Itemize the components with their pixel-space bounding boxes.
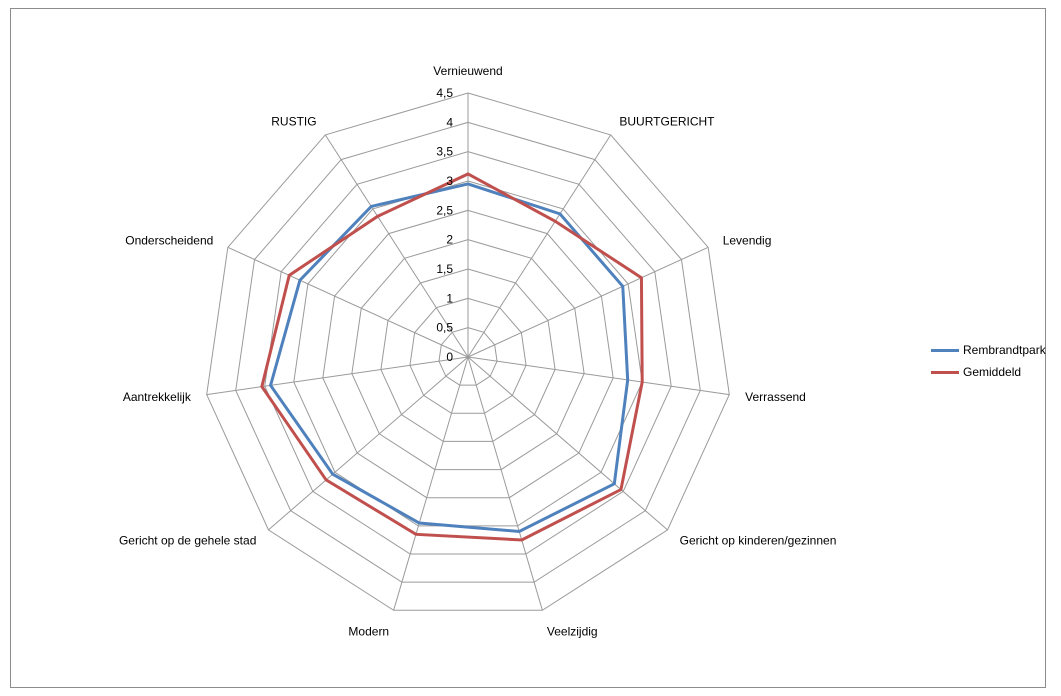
- spoke: [467, 356, 730, 396]
- spoke: [227, 246, 469, 358]
- category-label: Gericht op kinderen/gezinnen: [680, 533, 837, 547]
- spoke: [324, 134, 469, 358]
- tick-label: 1: [446, 291, 453, 305]
- category-label: Levendig: [723, 234, 772, 248]
- radar-tick-labels: 0 0,5 1 1,5 2 2,5 3 3,5 4 4,5: [436, 86, 453, 364]
- spoke: [467, 134, 612, 358]
- tick-label: 0,5: [436, 321, 453, 335]
- legend-item-gemiddeld: Gemiddeld: [931, 361, 1046, 383]
- category-label: Vernieuwend: [433, 64, 502, 78]
- grid-ring: [380, 268, 556, 442]
- radar-spokes: [206, 93, 730, 611]
- tick-label: 1,5: [436, 262, 453, 276]
- grid-ring: [206, 92, 730, 611]
- spoke: [467, 356, 543, 611]
- grid-ring: [351, 239, 585, 471]
- category-label: Gericht op de gehele stad: [119, 533, 256, 547]
- legend-item-rembrandtpark: Rembrandtpark: [931, 339, 1046, 361]
- grid-ring: [264, 151, 672, 555]
- category-label: Veelzijdig: [547, 625, 598, 639]
- grid-ring: [409, 297, 527, 414]
- category-label: RUSTIG: [271, 114, 316, 128]
- grid-ring: [438, 327, 498, 386]
- tick-label: 2,5: [436, 203, 453, 217]
- series-line-gemiddeld: [260, 172, 644, 542]
- legend: Rembrandtpark Gemiddeld: [931, 339, 1046, 383]
- radar-category-labels: Vernieuwend BUURTGERICHT Levendig Verrassen…: [119, 64, 836, 639]
- legend-label: Gemiddeld: [963, 365, 1022, 379]
- radar-series: [260, 172, 644, 542]
- tick-label: 4: [446, 115, 453, 129]
- category-label: Onderscheidend: [125, 234, 213, 248]
- tick-label: 2: [446, 233, 453, 247]
- legend-label: Rembrandtpark: [963, 343, 1046, 357]
- tick-label: 4,5: [436, 86, 453, 100]
- category-label: Modern: [348, 625, 389, 639]
- grid-ring: [322, 209, 614, 499]
- spoke: [393, 356, 469, 611]
- category-label: Aantrekkelijk: [123, 390, 192, 404]
- category-label: BUURTGERICHT: [619, 114, 715, 128]
- series-line-rembrandtpark: [268, 182, 630, 534]
- spoke: [206, 356, 469, 396]
- radar-chart: 0 0,5 1 1,5 2 2,5 3 3,5 4 4,5 Vernieuwend BUURTGER…: [119, 64, 836, 639]
- category-label: Verrassend: [745, 390, 806, 404]
- grid-ring: [235, 121, 701, 583]
- legend-swatch-rembrandtpark: [931, 348, 959, 352]
- spoke: [467, 356, 668, 531]
- tick-label: 3,5: [436, 145, 453, 159]
- spoke: [467, 246, 709, 358]
- chart-frame: 0 0,5 1 1,5 2 2,5 3 3,5 4 4,5 Vernieuwend BUURTGER…: [10, 8, 1046, 688]
- spoke: [268, 356, 469, 531]
- tick-label: 3: [446, 174, 453, 188]
- tick-label: 0: [446, 350, 453, 364]
- legend-swatch-gemiddeld: [931, 370, 959, 374]
